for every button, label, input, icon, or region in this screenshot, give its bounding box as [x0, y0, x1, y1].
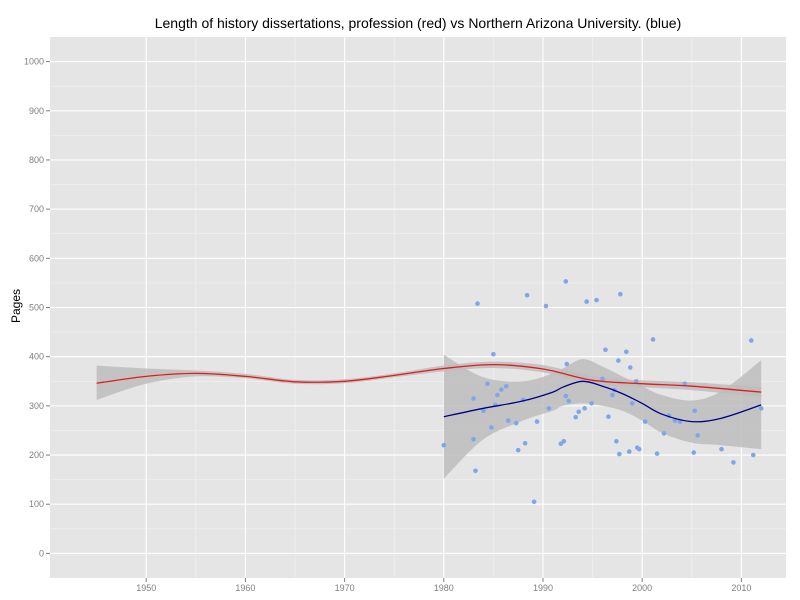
- y-tick-label: 400: [29, 352, 44, 362]
- data-point: [695, 433, 701, 438]
- data-point: [534, 419, 540, 424]
- data-point: [624, 349, 629, 355]
- data-point: [576, 409, 581, 415]
- data-point: [531, 499, 537, 505]
- data-point: [603, 347, 608, 353]
- y-tick-label: 800: [29, 155, 44, 165]
- data-point: [582, 406, 587, 411]
- y-tick-label: 200: [29, 450, 44, 460]
- chart-title: Length of history dissertations, profess…: [155, 15, 682, 31]
- data-point: [513, 420, 519, 426]
- confidence-ribbons: [96, 354, 762, 479]
- tick-labels: 0 100 200 300 400 500 600 700 800 900 1000 1950 1960…: [24, 57, 751, 593]
- y-tick-label: 100: [29, 499, 44, 509]
- smooth-lines: [96, 363, 762, 423]
- y-tick-label: 0: [39, 548, 44, 558]
- y-tick-label: 500: [29, 303, 44, 313]
- data-point: [499, 387, 504, 392]
- x-tick-label: 1980: [434, 583, 454, 593]
- data-point: [471, 437, 476, 442]
- data-point: [505, 418, 511, 423]
- x-tick-label: 1970: [335, 583, 355, 593]
- data-point: [614, 438, 619, 444]
- data-point: [650, 337, 656, 342]
- data-point: [731, 460, 736, 465]
- data-point: [629, 401, 635, 406]
- data-point: [758, 406, 764, 411]
- data-point: [692, 408, 698, 414]
- x-tick-label: 1960: [235, 583, 255, 593]
- data-point: [515, 447, 521, 453]
- data-point: [636, 446, 642, 452]
- data-point: [543, 303, 549, 309]
- data-point: [672, 418, 678, 423]
- data-point: [584, 299, 589, 304]
- data-point: [441, 442, 447, 448]
- data-point: [691, 450, 697, 455]
- x-tick-label: 2010: [731, 583, 751, 593]
- data-point: [563, 393, 569, 399]
- data-point: [564, 361, 570, 367]
- data-point: [495, 392, 500, 398]
- confidence-ribbon-2: [443, 354, 762, 479]
- x-tick-label: 1990: [533, 583, 553, 593]
- data-point: [627, 365, 633, 370]
- data-point: [546, 406, 552, 411]
- x-tick-label: 2000: [632, 583, 652, 593]
- data-point: [633, 378, 639, 384]
- smooth-line-1: [96, 363, 762, 393]
- data-point: [485, 381, 490, 387]
- data-point: [654, 451, 660, 456]
- data-point: [566, 398, 572, 404]
- data-point: [618, 291, 623, 297]
- data-point: [522, 440, 528, 446]
- y-axis-label: Pages: [9, 289, 23, 323]
- data-point: [661, 431, 667, 436]
- y-tick-label: 1000: [24, 57, 44, 67]
- y-tick-label: 700: [29, 204, 44, 214]
- data-point: [719, 446, 724, 452]
- data-point: [491, 351, 496, 357]
- data-point: [561, 438, 567, 444]
- x-tick-label: 1950: [136, 583, 156, 593]
- data-point: [617, 451, 622, 457]
- data-point: [524, 292, 530, 298]
- data-point: [473, 468, 478, 474]
- data-point: [610, 392, 615, 398]
- data-point: [589, 401, 594, 406]
- data-point: [503, 383, 509, 389]
- data-point: [682, 381, 688, 387]
- data-point: [573, 414, 579, 420]
- y-tick-label: 900: [29, 106, 44, 116]
- smooth-line-2: [443, 380, 762, 423]
- data-point: [489, 425, 494, 430]
- data-point: [481, 408, 486, 414]
- data-point: [626, 449, 632, 454]
- data-point: [594, 297, 599, 303]
- data-point: [616, 358, 621, 363]
- y-tick-label: 300: [29, 401, 44, 411]
- data-point: [750, 452, 756, 458]
- data-point: [642, 419, 648, 424]
- data-point: [563, 279, 569, 284]
- y-tick-label: 600: [29, 253, 44, 263]
- data-point: [748, 338, 754, 343]
- data-point: [475, 301, 480, 306]
- data-point: [471, 396, 476, 401]
- data-point: [600, 376, 605, 382]
- data-point: [606, 414, 611, 419]
